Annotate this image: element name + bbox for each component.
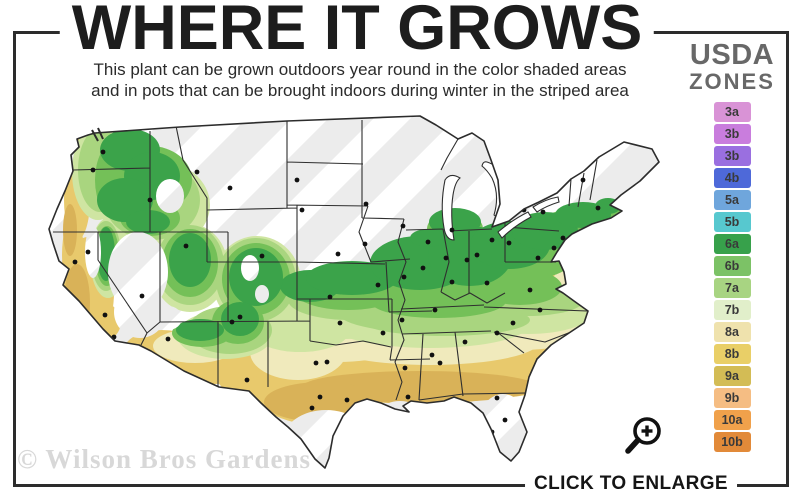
city-dot bbox=[400, 223, 406, 229]
city-dot bbox=[449, 279, 455, 285]
legend-heading-zones: ZONES bbox=[689, 69, 775, 94]
city-dot bbox=[551, 245, 557, 251]
zone-chip-5a: 5a bbox=[713, 190, 751, 210]
city-dot bbox=[502, 417, 508, 423]
usda-zones-legend: USDA ZONES 3a 3b 3b 4b 5a 5b 6a 6b 7a 7b 8a 8b 9a 9b 1… bbox=[688, 40, 776, 454]
city-dot bbox=[437, 360, 443, 366]
watermark: © Wilson Bros Gardens bbox=[17, 444, 311, 474]
zone-chip-10b: 10b bbox=[713, 432, 751, 452]
city-dot bbox=[102, 312, 108, 318]
city-dot bbox=[560, 235, 566, 241]
city-dot bbox=[429, 352, 435, 358]
zone-chip-9b: 9b bbox=[713, 388, 751, 408]
city-dot bbox=[183, 243, 189, 249]
city-dot bbox=[317, 394, 323, 400]
city-dot bbox=[237, 314, 243, 320]
zone-chip-4b: 4b bbox=[713, 168, 751, 188]
lake-michigan bbox=[441, 174, 461, 241]
city-dot bbox=[165, 336, 171, 342]
city-dot bbox=[549, 181, 555, 187]
city-dot bbox=[259, 253, 265, 259]
city-dot bbox=[420, 265, 426, 271]
city-dot bbox=[324, 359, 330, 365]
city-dot bbox=[85, 249, 91, 255]
city-dot bbox=[494, 330, 500, 336]
city-dot bbox=[229, 319, 235, 325]
city-dot bbox=[72, 259, 78, 265]
magnifier-plus-icon[interactable] bbox=[620, 414, 672, 464]
city-dot bbox=[494, 395, 500, 401]
city-dot bbox=[327, 294, 333, 300]
lake-erie bbox=[497, 211, 532, 239]
zone-chip-6a: 6a bbox=[713, 234, 751, 254]
zone-chip-8a: 8a bbox=[713, 322, 751, 342]
city-dot bbox=[489, 237, 495, 243]
city-dot bbox=[194, 169, 200, 175]
zone-chip-7a: 7a bbox=[713, 278, 751, 298]
city-dot bbox=[464, 257, 470, 263]
city-dot bbox=[100, 149, 106, 155]
legend-heading-usda: USDA bbox=[689, 39, 775, 71]
city-dot bbox=[443, 255, 449, 261]
page-title: WHERE IT GROWS bbox=[59, 0, 655, 60]
city-dot bbox=[294, 177, 300, 183]
city-dot bbox=[90, 167, 96, 173]
city-dot bbox=[309, 405, 315, 411]
state-borders bbox=[53, 120, 598, 401]
city-dot bbox=[335, 251, 341, 257]
city-dot bbox=[380, 330, 386, 336]
city-dot bbox=[580, 177, 586, 183]
zone-chip-list: 3a 3b 3b 4b 5a 5b 6a 6b 7a 7b 8a 8b 9a 9b 10a 10b bbox=[688, 102, 776, 452]
subtitle-line-1: This plant can be grown outdoors year ro… bbox=[93, 60, 627, 79]
city-dot bbox=[484, 280, 490, 286]
city-dot bbox=[474, 252, 480, 258]
city-dot bbox=[510, 320, 516, 326]
city-dot bbox=[399, 317, 405, 323]
zone-chip-6b: 6b bbox=[713, 256, 751, 276]
city-dot bbox=[244, 377, 250, 383]
city-dot bbox=[432, 307, 438, 313]
city-dot bbox=[147, 197, 153, 203]
city-dot bbox=[535, 255, 541, 261]
city-dot bbox=[449, 227, 455, 233]
zone-chip-3b: 3b bbox=[713, 124, 751, 144]
city-dot bbox=[401, 274, 407, 280]
zone-chip-7b: 7b bbox=[713, 300, 751, 320]
city-dot bbox=[506, 240, 512, 246]
city-dot bbox=[375, 282, 381, 288]
city-dot bbox=[313, 360, 319, 366]
city-dot bbox=[344, 397, 350, 403]
city-dot bbox=[527, 287, 533, 293]
subtitle: This plant can be grown outdoors year ro… bbox=[0, 59, 720, 101]
zone-chip-10a: 10a bbox=[713, 410, 751, 430]
city-dot bbox=[462, 339, 468, 345]
lake-ontario bbox=[532, 196, 560, 213]
city-dot bbox=[299, 207, 305, 213]
puget-sound-inlets bbox=[91, 127, 104, 142]
subtitle-line-2: and in pots that can be brought indoors … bbox=[91, 81, 629, 100]
city-dot bbox=[537, 307, 543, 313]
city-dot bbox=[405, 394, 411, 400]
zone-chip-9a: 9a bbox=[713, 366, 751, 386]
city-dot bbox=[402, 365, 408, 371]
city-dot bbox=[517, 453, 523, 459]
city-dot bbox=[227, 185, 233, 191]
city-dot bbox=[425, 239, 431, 245]
city-dot bbox=[337, 320, 343, 326]
city-dot bbox=[362, 241, 368, 247]
city-dot bbox=[363, 201, 369, 207]
city-dot bbox=[540, 209, 546, 215]
city-dot bbox=[595, 205, 601, 211]
zone-chip-5b: 5b bbox=[713, 212, 751, 232]
zone-chip-8b: 8b bbox=[713, 344, 751, 364]
zone-chip-3b: 3b bbox=[713, 146, 751, 166]
click-to-enlarge-button[interactable]: CLICK TO ENLARGE bbox=[525, 473, 737, 495]
zone-chip-3a: 3a bbox=[713, 102, 751, 122]
city-dot bbox=[139, 293, 145, 299]
